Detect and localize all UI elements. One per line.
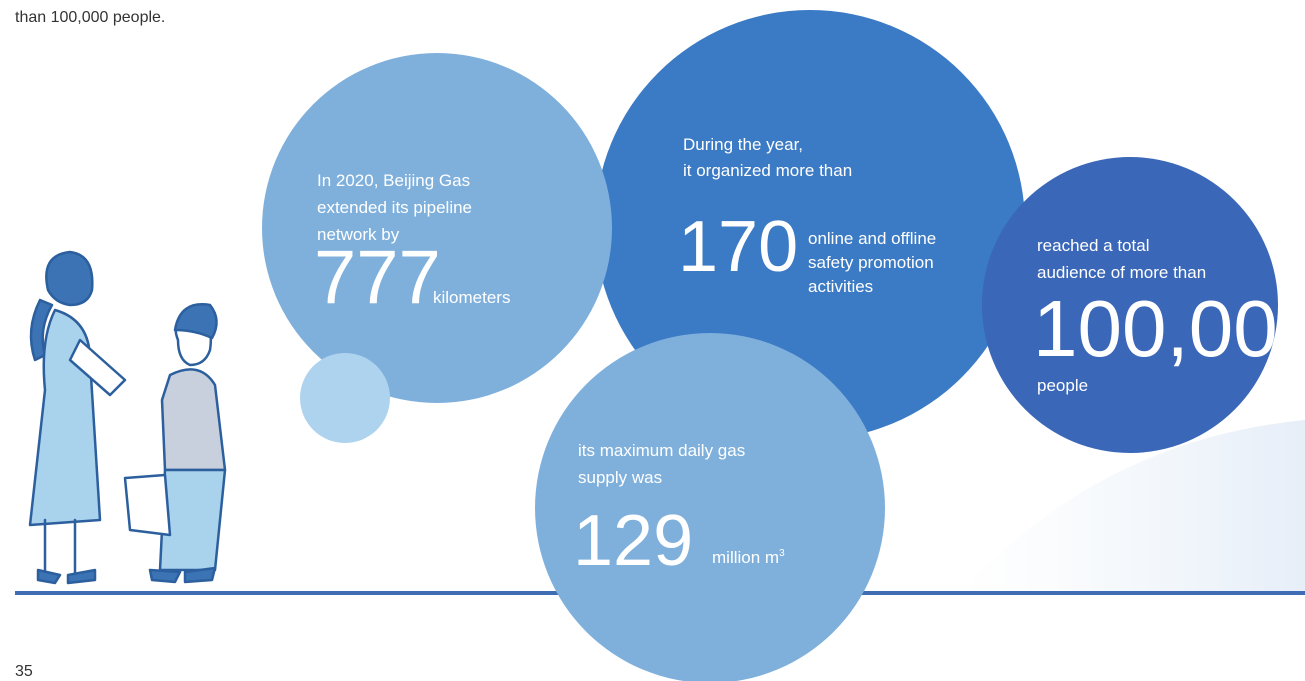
bubble-unit-sup: 3 xyxy=(779,548,785,559)
bubble-text: its maximum daily gas xyxy=(578,441,745,460)
bubble-unit: activities xyxy=(808,277,873,296)
infographic: than 100,000 people. In 2020, Beijing Ga… xyxy=(0,0,1305,681)
page: than 100,000 people. In 2020, Beijing Ga… xyxy=(0,0,1305,681)
intro-text: than 100,000 people. xyxy=(15,9,165,26)
bubble-text: In 2020, Beijing Gas xyxy=(317,171,470,190)
bubble-unit: kilometers xyxy=(433,288,510,307)
bubble-number: 170 xyxy=(678,207,798,287)
bubble-text: During the year, xyxy=(683,135,803,154)
bubble-text: reached a total xyxy=(1037,236,1149,255)
small-bubble xyxy=(300,353,390,443)
bubble-unit: online and offline xyxy=(808,229,936,248)
bubble-number: 777 xyxy=(314,235,441,320)
bubble-number: 100,000 xyxy=(1033,284,1305,373)
bubble-unit: safety promotion xyxy=(808,253,934,272)
bubble-text: it organized more than xyxy=(683,161,852,180)
bubble-text: extended its pipeline xyxy=(317,198,472,217)
bubble-number: 129 xyxy=(573,501,693,581)
bubble-unit: million m3 xyxy=(712,548,785,567)
illustration xyxy=(30,252,225,583)
bubble-unit: people xyxy=(1037,376,1088,395)
page-number: 35 xyxy=(15,663,33,680)
bubble xyxy=(262,53,612,403)
bubble-text: audience of more than xyxy=(1037,263,1206,282)
bubble-unit-text: million m xyxy=(712,548,779,567)
bubble-text: supply was xyxy=(578,468,662,487)
